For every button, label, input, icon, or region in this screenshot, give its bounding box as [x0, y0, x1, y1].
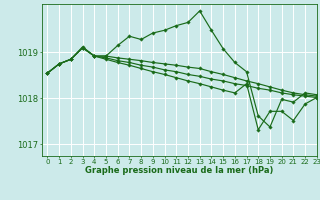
X-axis label: Graphe pression niveau de la mer (hPa): Graphe pression niveau de la mer (hPa) [85, 166, 273, 175]
